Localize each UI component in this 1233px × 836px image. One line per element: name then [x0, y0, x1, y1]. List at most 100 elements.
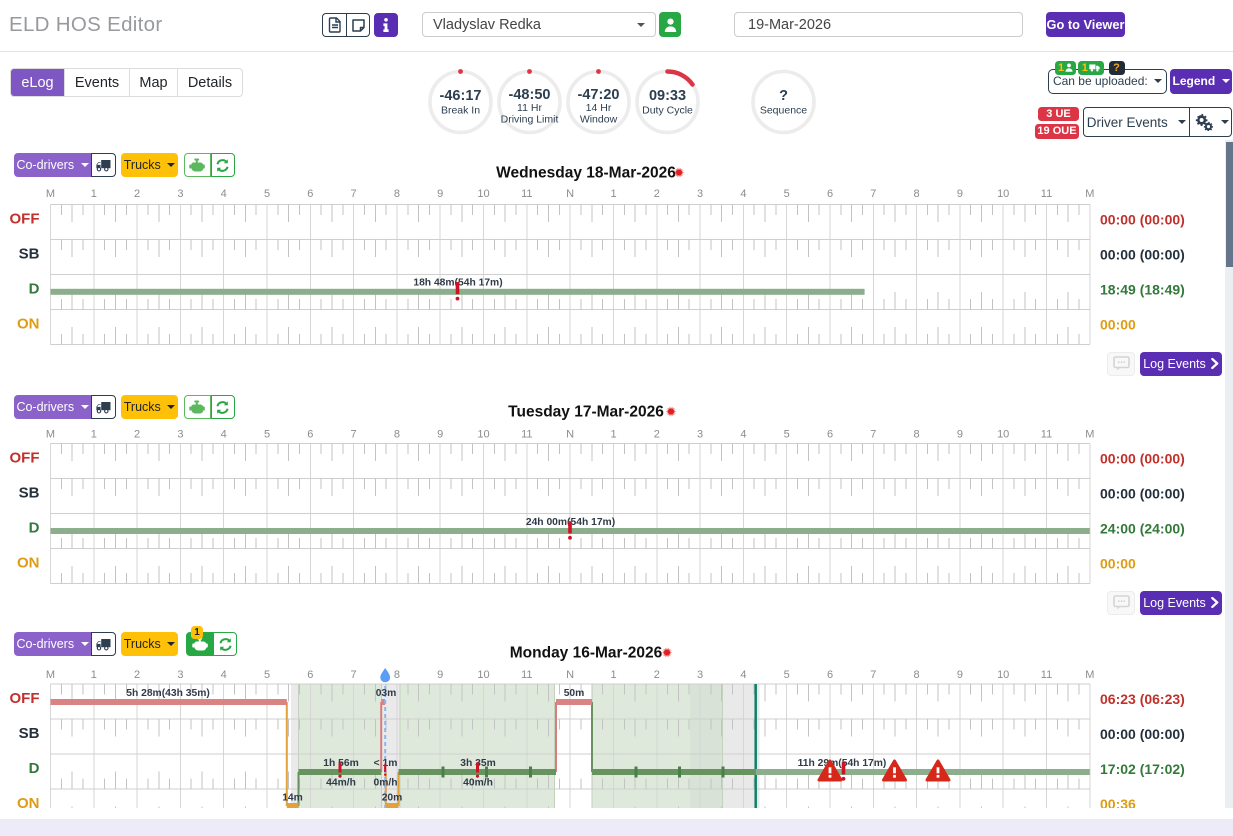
svg-text:SB: SB: [19, 725, 40, 742]
svg-text:SB: SB: [19, 245, 40, 262]
svg-text:?: ?: [779, 88, 788, 104]
svg-text:9: 9: [437, 429, 443, 441]
svg-text:00:00 (00:00): 00:00 (00:00): [1100, 451, 1185, 467]
svg-text:4: 4: [221, 429, 227, 441]
svg-text:1: 1: [610, 669, 616, 681]
svg-text:11: 11: [1041, 669, 1052, 681]
svg-text:06:23 (06:23): 06:23 (06:23): [1100, 691, 1185, 707]
svg-text:10: 10: [997, 429, 1009, 441]
svg-text:18:49 (18:49): 18:49 (18:49): [1100, 281, 1185, 297]
svg-text:50m: 50m: [564, 688, 585, 699]
svg-text:Window: Window: [580, 114, 618, 126]
svg-text:Break In: Break In: [441, 105, 480, 117]
svg-text:10: 10: [997, 669, 1009, 681]
svg-text:3: 3: [697, 188, 703, 200]
svg-text:3: 3: [177, 188, 183, 200]
svg-text:3: 3: [697, 429, 703, 441]
svg-text:7: 7: [870, 669, 876, 681]
svg-text:D: D: [29, 520, 40, 537]
svg-text:00:00 (00:00): 00:00 (00:00): [1100, 211, 1185, 227]
svg-text:4: 4: [740, 429, 746, 441]
svg-text:10: 10: [477, 188, 489, 200]
svg-text:1: 1: [91, 188, 97, 200]
svg-text:9: 9: [437, 669, 443, 681]
svg-text:6: 6: [307, 669, 313, 681]
svg-text:Wednesday 18-Mar-2026: Wednesday 18-Mar-2026: [496, 165, 676, 182]
svg-text:M: M: [46, 429, 55, 441]
svg-text:M: M: [46, 188, 55, 200]
svg-text:5: 5: [264, 188, 270, 200]
svg-text:5: 5: [784, 669, 790, 681]
svg-text:11: 11: [521, 188, 532, 200]
svg-text:Monday 16-Mar-2026: Monday 16-Mar-2026: [510, 645, 663, 662]
svg-text:D: D: [29, 760, 40, 777]
svg-text:10: 10: [477, 669, 489, 681]
svg-text:OFF: OFF: [10, 210, 40, 227]
svg-text:3: 3: [177, 429, 183, 441]
svg-text:20m: 20m: [382, 793, 403, 804]
svg-text:1: 1: [91, 429, 97, 441]
svg-text:-48:50: -48:50: [509, 87, 551, 103]
svg-text:14m: 14m: [282, 793, 303, 804]
svg-text:5: 5: [784, 429, 790, 441]
svg-text:40m/h: 40m/h: [463, 778, 493, 789]
svg-text:03m: 03m: [376, 688, 397, 699]
svg-text:17:02 (17:02): 17:02 (17:02): [1100, 761, 1185, 777]
svg-text:N: N: [566, 188, 574, 200]
svg-text:2: 2: [654, 669, 660, 681]
svg-text:5: 5: [264, 429, 270, 441]
svg-text:Duty Cycle: Duty Cycle: [642, 105, 693, 117]
svg-text:8: 8: [914, 669, 920, 681]
svg-text:8: 8: [394, 429, 400, 441]
svg-text:4: 4: [221, 669, 227, 681]
svg-text:6: 6: [307, 188, 313, 200]
svg-text:11: 11: [521, 669, 532, 681]
svg-text:11 Hr: 11 Hr: [517, 102, 542, 114]
svg-text:N: N: [566, 429, 574, 441]
svg-text:M: M: [1085, 669, 1094, 681]
svg-text:8: 8: [914, 188, 920, 200]
svg-text:M: M: [46, 669, 55, 681]
svg-text:00:00: 00:00: [1100, 316, 1136, 332]
svg-text:7: 7: [870, 429, 876, 441]
svg-text:00:00: 00:00: [1100, 556, 1136, 572]
svg-text:M: M: [1085, 188, 1094, 200]
svg-text:8: 8: [914, 429, 920, 441]
svg-text:5: 5: [264, 669, 270, 681]
svg-text:6: 6: [827, 429, 833, 441]
svg-text:2: 2: [134, 429, 140, 441]
svg-text:1: 1: [610, 429, 616, 441]
svg-text:11: 11: [1041, 188, 1052, 200]
svg-text:-47:20: -47:20: [578, 87, 620, 103]
svg-text:11: 11: [521, 429, 532, 441]
svg-text:00:00 (00:00): 00:00 (00:00): [1100, 486, 1185, 502]
svg-text:2: 2: [654, 188, 660, 200]
svg-text:2: 2: [134, 669, 140, 681]
svg-text:6: 6: [307, 429, 313, 441]
svg-text:7: 7: [351, 429, 357, 441]
svg-text:09:33: 09:33: [649, 88, 686, 104]
svg-text:9: 9: [957, 669, 963, 681]
svg-text:9: 9: [957, 188, 963, 200]
svg-text:7: 7: [351, 669, 357, 681]
svg-text:7: 7: [351, 188, 357, 200]
svg-text:D: D: [29, 280, 40, 297]
svg-text:2: 2: [134, 188, 140, 200]
svg-text:ON: ON: [17, 795, 40, 808]
svg-text:3: 3: [697, 669, 703, 681]
svg-text:00:36: 00:36: [1100, 796, 1136, 808]
svg-text:4: 4: [740, 669, 746, 681]
svg-text:5: 5: [784, 188, 790, 200]
svg-text:0m/h: 0m/h: [373, 778, 397, 789]
svg-text:4: 4: [740, 188, 746, 200]
svg-text:1: 1: [91, 669, 97, 681]
svg-text:SB: SB: [19, 485, 40, 502]
svg-text:7: 7: [870, 188, 876, 200]
svg-text:8: 8: [394, 669, 400, 681]
svg-text:OFF: OFF: [10, 690, 40, 707]
svg-text:11: 11: [1041, 429, 1052, 441]
svg-text:5h 28m(43h 35m): 5h 28m(43h 35m): [126, 688, 210, 699]
svg-text:ON: ON: [17, 315, 40, 332]
svg-text:00:00 (00:00): 00:00 (00:00): [1100, 726, 1185, 742]
svg-text:-46:17: -46:17: [440, 88, 482, 104]
